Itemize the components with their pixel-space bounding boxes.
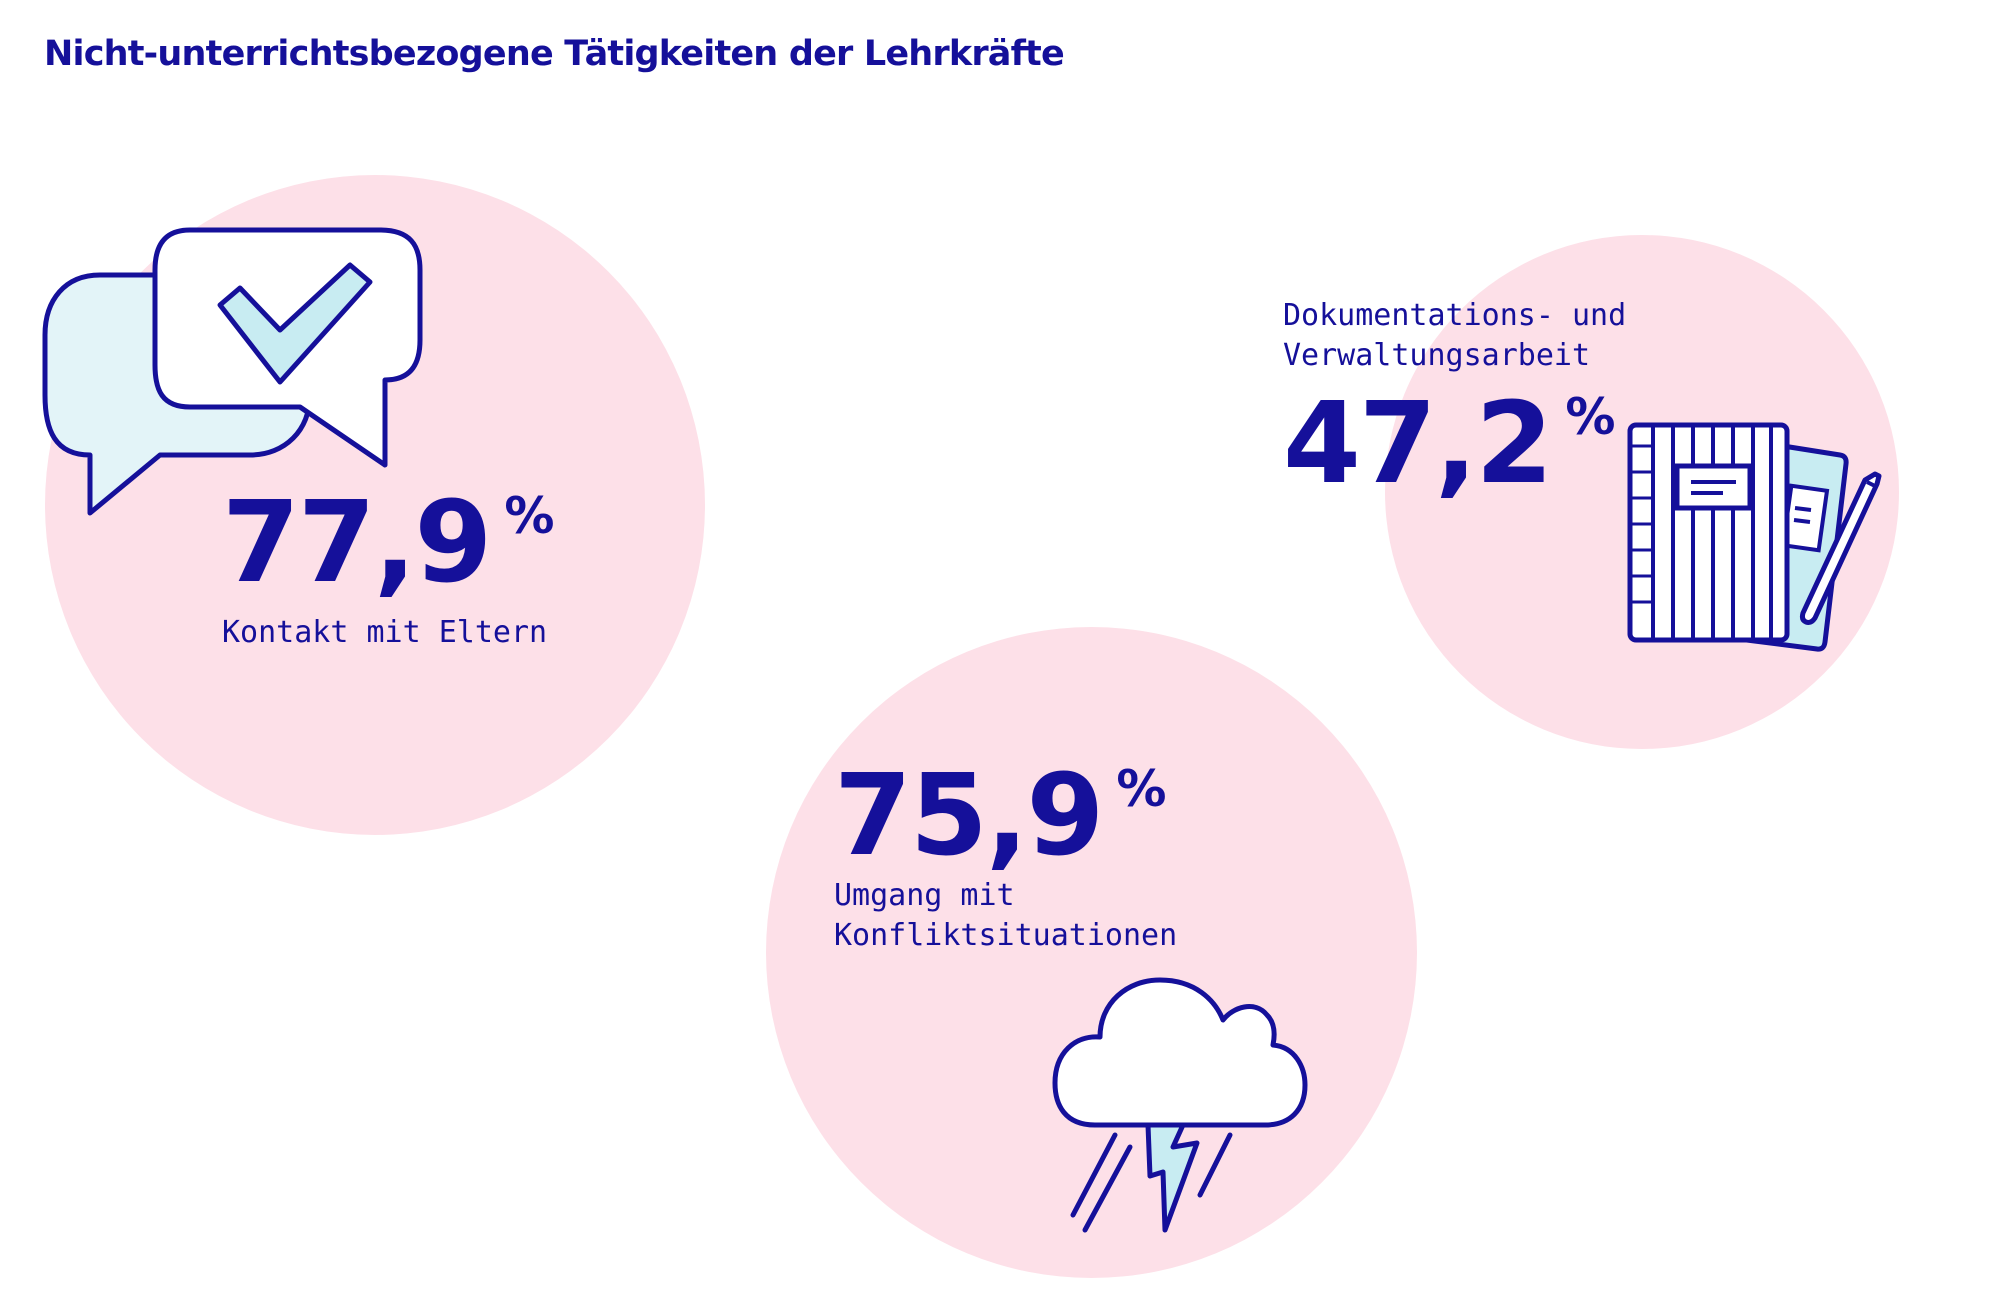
value-kontakt-mit-eltern: 77,9 (222, 478, 492, 608)
value-dokumentations-und-verwaltungsarbeit: 47,2 (1283, 379, 1553, 509)
stat-umgang-mit-konfliktsituationen: 75,9 % (834, 760, 1166, 872)
label-line: Konfliktsituationen (834, 918, 1178, 953)
storm-cloud-lightning-icon (1052, 977, 1308, 1233)
percent-sign: % (1116, 760, 1167, 818)
label-line: Verwaltungsarbeit (1283, 338, 1591, 373)
bubble-umgang-mit-konfliktsituationen (766, 627, 1418, 1279)
stat-kontakt-mit-eltern: 77,9 % (222, 487, 554, 599)
label-line: Kontakt mit Eltern (222, 615, 548, 650)
label-line: Dokumentations- und (1283, 298, 1627, 333)
speech-bubbles-check-icon (42, 227, 423, 516)
label-dokumentations-und-verwaltungsarbeit: Dokumentations- und Verwaltungsarbeit (1283, 296, 1626, 376)
stat-dokumentations-und-verwaltungsarbeit: 47,2 % (1283, 388, 1615, 500)
label-line: Umgang mit (834, 878, 1015, 913)
chart-title: Nicht-unterrichtsbezogene Tätigkeiten de… (44, 34, 1065, 74)
label-kontakt-mit-eltern: Kontakt mit Eltern (222, 613, 547, 653)
notebook-pen-icon (1627, 422, 1882, 652)
percent-sign: % (1565, 388, 1616, 446)
label-umgang-mit-konfliktsituationen: Umgang mit Konfliktsituationen (834, 876, 1177, 956)
percent-sign: % (504, 487, 555, 545)
value-umgang-mit-konfliktsituationen: 75,9 (834, 751, 1104, 881)
